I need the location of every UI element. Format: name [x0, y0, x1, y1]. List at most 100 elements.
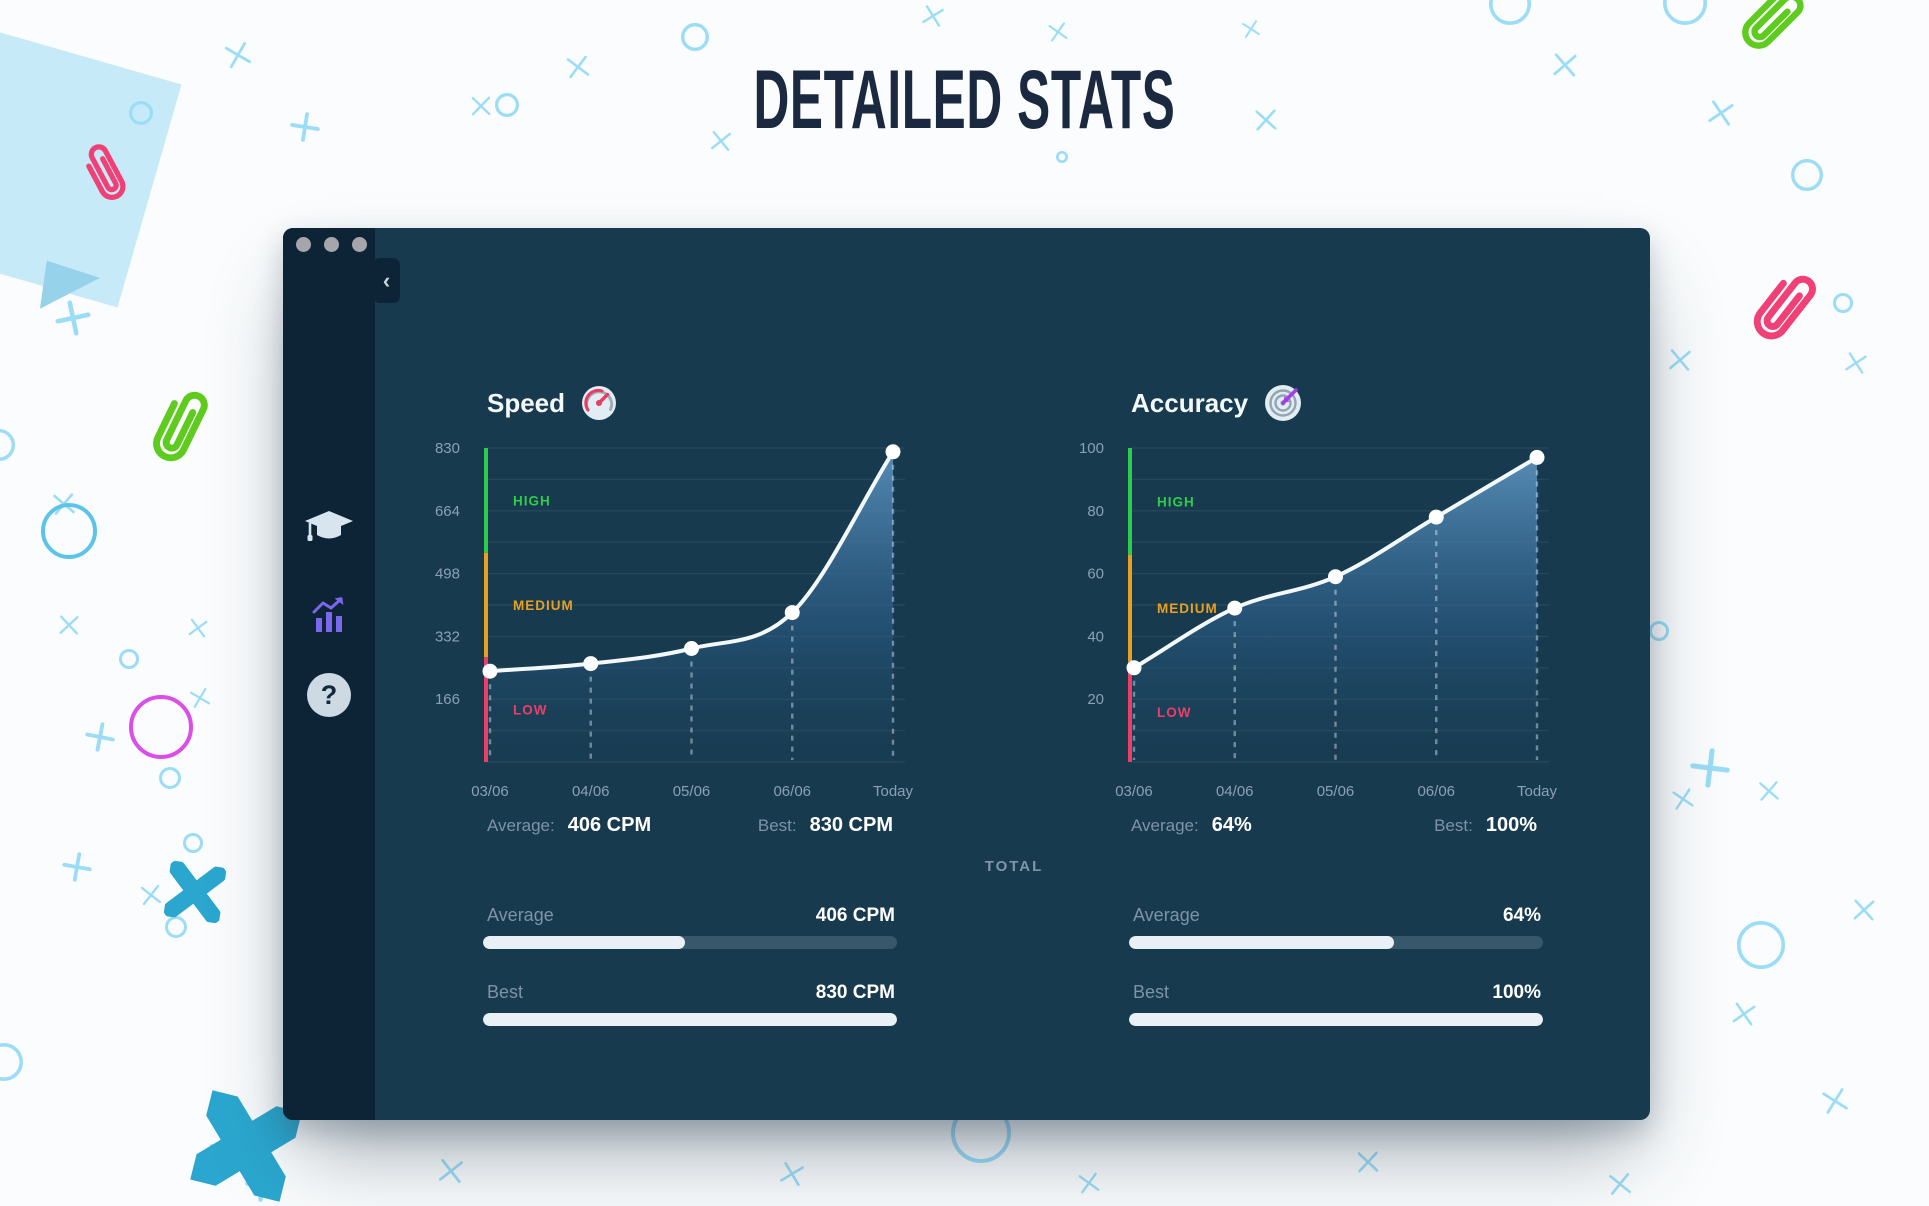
- circle-icon: [128, 694, 194, 760]
- row-label: Average: [1133, 905, 1200, 925]
- bold-x-mark-icon: [163, 860, 227, 924]
- svg-text:332: 332: [435, 628, 460, 645]
- zone-axis: HIGH MEDIUM LOW: [1128, 448, 1217, 762]
- circle-icon: [164, 915, 188, 939]
- zone-label: LOW: [1157, 705, 1192, 720]
- speed-best-label: Best:: [757, 816, 797, 835]
- plus-mark-icon: [82, 719, 117, 754]
- x-mark-icon: [1046, 20, 1069, 43]
- x-mark-icon: [437, 1157, 466, 1186]
- x-mark-icon: [920, 3, 946, 29]
- svg-text:04/06: 04/06: [1216, 783, 1254, 800]
- svg-text:80: 80: [1087, 503, 1104, 520]
- circle-icon: [1662, 0, 1708, 26]
- svg-text:498: 498: [435, 566, 460, 583]
- chevron-left-icon: ‹: [382, 267, 391, 293]
- x-mark-icon: [1356, 1150, 1381, 1175]
- sidebar-item-lessons[interactable]: [283, 508, 375, 550]
- area-fill: [1134, 457, 1537, 762]
- plus-mark-icon: [52, 297, 95, 340]
- circle-icon: [1736, 920, 1786, 970]
- accuracy-average-label: Average:: [1131, 816, 1199, 835]
- progress-fill: [483, 1013, 897, 1026]
- x-mark-icon: [58, 614, 81, 637]
- svg-text:Today: Today: [873, 783, 914, 800]
- svg-text:Today: Today: [1517, 783, 1558, 800]
- x-mark-icon: [188, 686, 212, 710]
- svg-text:05/06: 05/06: [1317, 783, 1355, 800]
- accuracy-best-value: 100%: [1485, 814, 1537, 836]
- svg-text:04/06: 04/06: [572, 783, 610, 800]
- x-mark-icon: [208, 1142, 234, 1168]
- target-icon: [1265, 385, 1302, 421]
- circle-icon: [1055, 150, 1069, 164]
- progress-fill: [1129, 936, 1394, 949]
- circle-icon: [118, 648, 140, 670]
- accuracy-section-title: Accuracy: [1131, 383, 1302, 423]
- progress-bar: [1129, 936, 1543, 949]
- x-mark-icon: [222, 39, 254, 71]
- accuracy-average-value: 64%: [1211, 814, 1252, 836]
- svg-text:100: 100: [1079, 440, 1104, 457]
- zone-label: LOW: [513, 703, 548, 718]
- help-icon: ?: [307, 673, 351, 717]
- accuracy-best-label: Best:: [1434, 816, 1473, 835]
- x-mark-icon: [1706, 98, 1736, 128]
- circle-icon: [158, 766, 182, 790]
- drop-lines: [1132, 470, 1539, 760]
- row-value: 406 CPM: [815, 905, 895, 926]
- progress-bar: [1129, 1013, 1543, 1026]
- row-value: 64%: [1502, 905, 1541, 926]
- accuracy-title: Accuracy: [1131, 387, 1249, 418]
- x-axis-labels: 03/06 04/06 05/06 06/06 Today: [471, 783, 913, 800]
- circle-icon: [0, 428, 16, 462]
- accuracy-summary: Average: 64% Best: 100%: [1131, 814, 1537, 837]
- circle-icon: [1488, 0, 1532, 26]
- svg-text:03/06: 03/06: [1115, 783, 1153, 800]
- close-button[interactable]: [296, 237, 311, 252]
- circle-icon: [182, 832, 204, 854]
- x-mark-icon: [1240, 18, 1261, 39]
- accuracy-average-row: Average 64%: [1129, 905, 1543, 949]
- speed-best-value: 830 CPM: [809, 814, 893, 836]
- x-mark-icon: [777, 1159, 806, 1188]
- x-mark-icon: [139, 883, 164, 908]
- progress-bar: [483, 1013, 897, 1026]
- svg-text:06/06: 06/06: [1417, 783, 1455, 800]
- x-mark-icon: [1667, 347, 1693, 373]
- sticky-note: [0, 20, 182, 308]
- x-mark-icon: [1757, 779, 1780, 802]
- svg-text:03/06: 03/06: [471, 783, 509, 800]
- sidebar-item-help[interactable]: ?: [283, 673, 375, 717]
- sidebar-collapse-button[interactable]: ‹: [373, 258, 400, 303]
- svg-text:830: 830: [435, 440, 460, 457]
- sidebar-item-stats[interactable]: [283, 596, 375, 636]
- minimize-button[interactable]: [324, 237, 339, 252]
- speed-average-label: Average:: [487, 816, 555, 835]
- speed-section-title: Speed: [487, 383, 617, 423]
- circle-icon: [40, 502, 98, 560]
- total-label: TOTAL: [984, 858, 1044, 875]
- speed-best-row: Best 830 CPM: [483, 982, 897, 1026]
- circle-icon: [1790, 158, 1824, 192]
- plus-mark-icon: [243, 1166, 280, 1203]
- help-glyph: ?: [320, 679, 338, 710]
- row-label: Best: [1133, 982, 1170, 1002]
- svg-text:40: 40: [1087, 628, 1104, 645]
- row-label: Best: [487, 982, 524, 1002]
- drop-lines: [488, 464, 895, 760]
- area-fill: [490, 451, 893, 762]
- plus-mark-icon: [60, 850, 95, 885]
- svg-text:166: 166: [435, 691, 460, 708]
- row-value: 100%: [1492, 982, 1541, 1003]
- speed-summary: Average: 406 CPM Best: 830 CPM: [487, 814, 893, 837]
- traffic-lights: [296, 237, 367, 252]
- x-mark-icon: [187, 617, 210, 640]
- svg-text:664: 664: [435, 503, 460, 520]
- row-label: Average: [487, 905, 554, 925]
- progress-fill: [1129, 1013, 1543, 1026]
- speedometer-icon: [582, 386, 617, 420]
- zoom-button[interactable]: [352, 237, 367, 252]
- x-mark-icon: [1851, 897, 1876, 922]
